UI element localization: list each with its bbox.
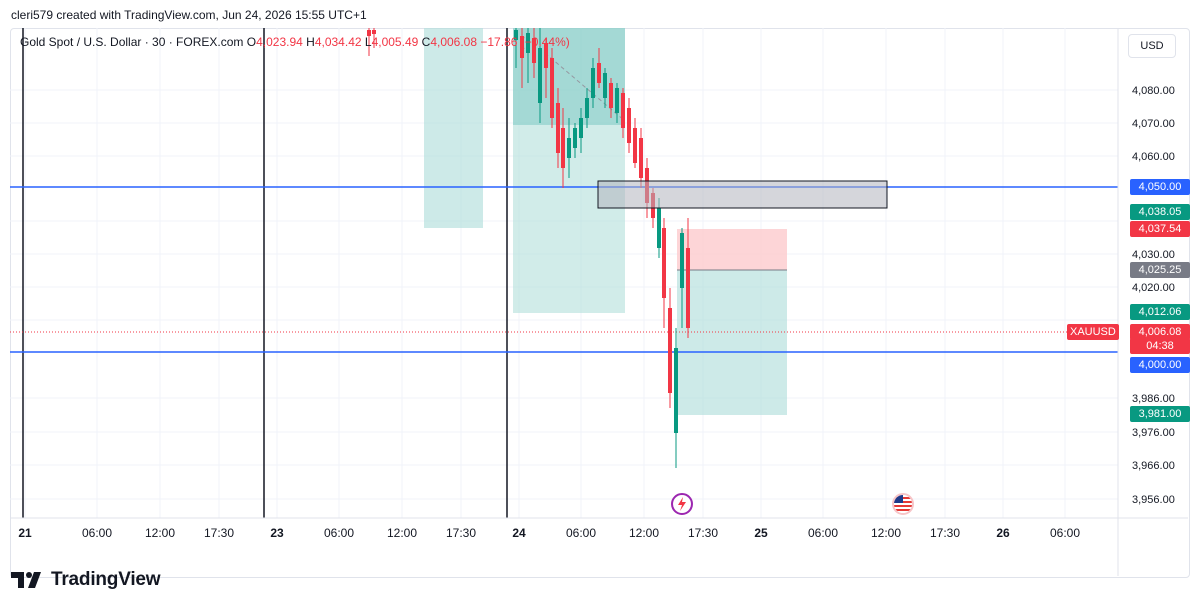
price-tick: 4,020.00 bbox=[1132, 282, 1175, 294]
time-tick: 23 bbox=[270, 526, 284, 540]
close-value: 4,006.08 bbox=[430, 35, 478, 49]
candle-body bbox=[520, 36, 524, 58]
symbol-name[interactable]: Gold Spot / U.S. Dollar · 30 · FOREX.com bbox=[20, 35, 244, 49]
time-tick: 06:00 bbox=[566, 526, 596, 540]
high-label: H bbox=[306, 35, 315, 49]
time-tick: 17:30 bbox=[688, 526, 718, 540]
time-tick: 06:00 bbox=[82, 526, 112, 540]
currency-button[interactable]: USD bbox=[1128, 34, 1176, 58]
price-tag-hline-4050[interactable]: 4,050.00 bbox=[1130, 179, 1190, 195]
time-tick: 26 bbox=[996, 526, 1010, 540]
tradingview-logo-icon bbox=[11, 572, 41, 588]
price-tag-level: 4,012.06 bbox=[1130, 304, 1190, 320]
footer: TradingView bbox=[11, 568, 161, 592]
candle-body bbox=[639, 138, 643, 178]
candle-body bbox=[579, 118, 583, 138]
price-tag-stop: 4,037.54 bbox=[1130, 221, 1190, 237]
time-tick: 24 bbox=[512, 526, 526, 540]
time-tick: 21 bbox=[18, 526, 32, 540]
price-tag-target: 3,981.00 bbox=[1130, 406, 1190, 422]
chart-attribution: cleri579 created with TradingView.com, J… bbox=[11, 8, 367, 22]
open-label: O bbox=[246, 35, 257, 49]
low-value: 4,005.49 bbox=[371, 35, 419, 49]
time-tick: 06:00 bbox=[1050, 526, 1080, 540]
lightning-icon[interactable] bbox=[671, 493, 693, 515]
candle-body bbox=[372, 30, 376, 34]
price-tag-current: 4,006.08 bbox=[1130, 324, 1190, 340]
candle-body bbox=[550, 58, 554, 118]
candle-body bbox=[680, 233, 684, 288]
change-value: −17.86 (−0.44%) bbox=[480, 35, 570, 49]
price-tick: 4,060.00 bbox=[1132, 151, 1175, 163]
order-block-box bbox=[597, 180, 888, 209]
price-tick: 3,956.00 bbox=[1132, 494, 1175, 506]
candle-body bbox=[367, 30, 371, 36]
tradingview-brand: TradingView bbox=[51, 569, 161, 590]
price-chart[interactable]: 4,080.00 4,070.00 4,060.00 4,030.00 4,02… bbox=[10, 28, 1190, 578]
price-tag-entry: 4,025.25 bbox=[1130, 262, 1190, 278]
time-axis: 21 06:00 12:00 17:30 23 06:00 12:00 17:3… bbox=[18, 526, 1080, 540]
price-tag-hline-4000[interactable]: 4,000.00 bbox=[1130, 357, 1190, 373]
time-tick: 12:00 bbox=[387, 526, 417, 540]
position-stop-zone bbox=[677, 229, 787, 270]
candle-body bbox=[538, 48, 542, 103]
candle-body bbox=[573, 128, 577, 148]
candle-body bbox=[621, 93, 625, 128]
chart-container[interactable]: 4,080.00 4,070.00 4,060.00 4,030.00 4,02… bbox=[10, 28, 1190, 578]
candle-body bbox=[609, 83, 613, 108]
price-tag-high: 4,038.05 bbox=[1130, 204, 1190, 220]
price-tick: 4,070.00 bbox=[1132, 118, 1175, 130]
time-tick: 25 bbox=[754, 526, 768, 540]
price-tick: 3,966.00 bbox=[1132, 460, 1175, 472]
candle-body bbox=[615, 88, 619, 113]
time-tick: 12:00 bbox=[145, 526, 175, 540]
symbol-legend[interactable]: Gold Spot / U.S. Dollar · 30 · FOREX.com… bbox=[20, 35, 570, 49]
price-axis: 4,080.00 4,070.00 4,060.00 4,030.00 4,02… bbox=[1132, 85, 1175, 506]
price-tick: 3,976.00 bbox=[1132, 427, 1175, 439]
time-tick: 12:00 bbox=[871, 526, 901, 540]
candle-body bbox=[597, 63, 601, 83]
time-tick: 06:00 bbox=[808, 526, 838, 540]
high-value: 4,034.42 bbox=[314, 35, 362, 49]
candle-body bbox=[603, 73, 607, 98]
open-value: 4,023.94 bbox=[256, 35, 303, 49]
position-target-zone bbox=[677, 270, 787, 415]
close-label: C bbox=[421, 35, 431, 49]
us-flag-icon[interactable] bbox=[892, 493, 914, 515]
candle-body bbox=[556, 103, 560, 153]
candle-body bbox=[514, 30, 518, 40]
candles bbox=[367, 28, 690, 468]
time-tick: 17:30 bbox=[204, 526, 234, 540]
candle-body bbox=[633, 128, 637, 163]
candle-body bbox=[567, 138, 571, 158]
low-label: L bbox=[364, 35, 372, 49]
time-tick: 06:00 bbox=[324, 526, 354, 540]
price-tick: 3,986.00 bbox=[1132, 393, 1175, 405]
time-tick: 17:30 bbox=[930, 526, 960, 540]
candle-body bbox=[544, 43, 548, 68]
time-tick: 17:30 bbox=[446, 526, 476, 540]
candle-body bbox=[526, 33, 530, 53]
time-tick: 12:00 bbox=[629, 526, 659, 540]
bar-countdown: 04:38 bbox=[1130, 338, 1190, 354]
candle-body bbox=[686, 248, 690, 328]
trend-line bbox=[544, 52, 626, 122]
candle-body bbox=[561, 128, 565, 168]
price-tick: 4,030.00 bbox=[1132, 249, 1175, 261]
candle-body bbox=[674, 348, 678, 433]
candle-body bbox=[585, 98, 589, 118]
candle-body bbox=[662, 228, 666, 298]
price-tick: 4,080.00 bbox=[1132, 85, 1175, 97]
symbol-tag: XAUUSD bbox=[1067, 324, 1119, 340]
candle-body bbox=[668, 308, 672, 393]
candle-body bbox=[532, 38, 536, 63]
candle-body bbox=[627, 108, 631, 143]
candle-body bbox=[657, 208, 661, 248]
zone-green-1 bbox=[424, 28, 483, 228]
candle-body bbox=[591, 68, 595, 98]
